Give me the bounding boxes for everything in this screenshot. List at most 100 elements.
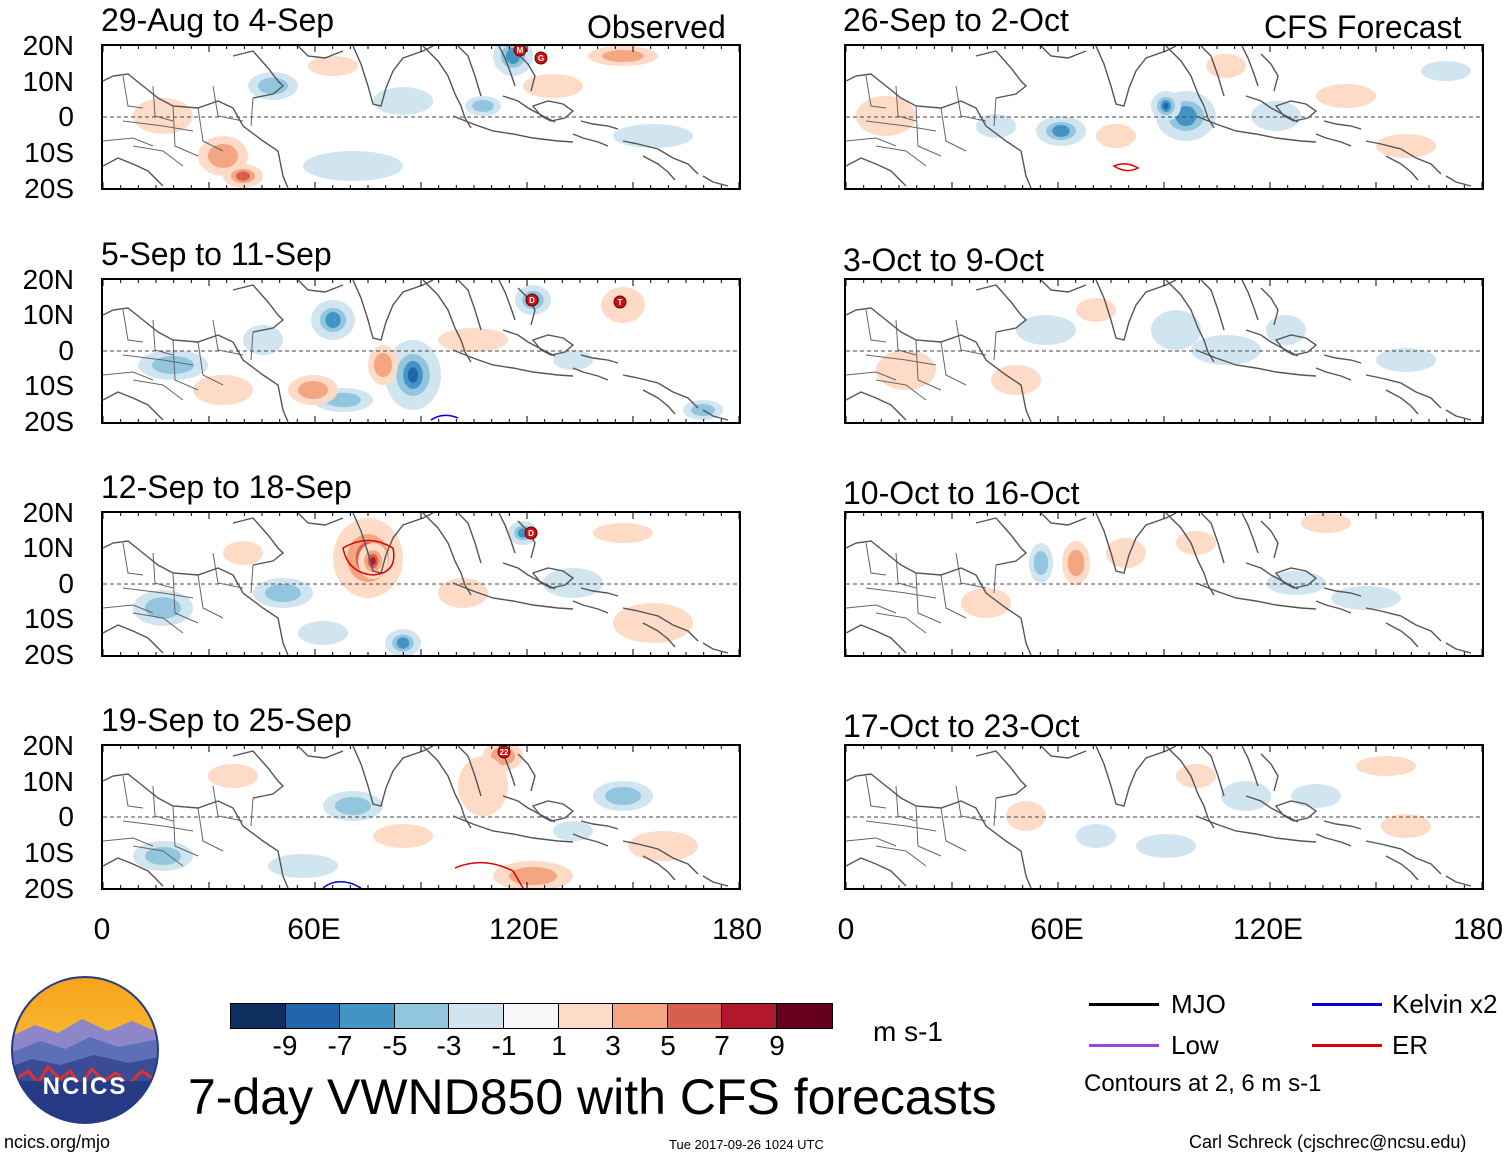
coastline [103,157,164,187]
coastline [1315,133,1352,147]
coastline [1040,746,1087,759]
country-border [122,354,194,366]
anomaly-shading [1163,102,1169,110]
anomaly-shading [438,328,508,352]
country-border [940,107,967,152]
anomaly-shading [976,114,1016,138]
coastline [846,624,907,654]
lat-label-20s: 20S [24,873,74,904]
coastline [846,773,1032,888]
anomaly-shading [1301,513,1351,533]
map-canvas: MG [103,46,739,188]
storm-marker: D [525,293,539,307]
anomaly-shading [593,523,653,543]
anomaly-shading [1376,348,1436,372]
anomaly-shading [373,824,433,848]
footer-timestamp: Tue 2017-09-26 1024 UTC [669,1137,824,1152]
coastline [297,746,344,759]
coastline [1445,875,1472,887]
lat-label-20s: 20S [24,639,74,670]
colorbar-tick: 5 [660,1030,676,1061]
coastline [580,820,619,830]
country-border [940,574,967,619]
coastline [1241,513,1259,554]
panel-title-fc-2: 10-Oct to 16-Oct [843,475,1080,511]
coastline [1260,753,1279,792]
legend-label-low: Low [1171,1030,1219,1060]
country-border [103,371,154,381]
storm-marker-circle [525,293,539,307]
storm-marker-label: D [528,529,534,538]
storm-marker-label: M [517,46,524,55]
lat-label-0: 0 [58,801,74,832]
anomaly-shading [407,367,419,383]
anomaly-shading [223,541,263,565]
lat-label-0: 0 [58,101,74,132]
wave-contour [430,414,459,421]
country-border [915,339,942,391]
country-border [865,587,937,599]
coastline [1260,287,1279,326]
coastline [422,746,472,829]
panel-title-fc-3: 17-Oct to 23-Oct [843,708,1080,744]
coastline [572,833,609,847]
country-border [875,845,927,867]
lat-label-20n: 20N [22,30,74,61]
logo-wordmark: NCICS [43,1073,128,1100]
coastline [457,746,482,797]
country-border [875,612,927,634]
lon-label-0: 0 [93,913,111,946]
coastline [1040,513,1087,526]
colorbar-tick: -3 [436,1030,462,1061]
panel-title-fc-1: 3-Oct to 9-Oct [843,242,1044,278]
coastline [580,120,619,130]
anomaly-shading [208,764,258,788]
anomaly-shading [553,821,593,841]
legend-note: Contours at 2, 6 m s-1 [1084,1070,1322,1097]
coastline [1315,367,1352,381]
anomaly-shading [265,584,301,602]
panel-title-fc-0: 26-Sep to 2-Oct [843,2,1069,38]
coastline [572,367,609,381]
coastline [1260,520,1279,559]
country-border [875,379,927,401]
country-border [915,105,942,157]
storm-marker-circle [534,51,548,65]
country-border [895,319,917,356]
coastline [232,50,285,99]
country-border [122,542,144,576]
country-border [895,85,917,122]
footer-url[interactable]: ncics.org/mjo [4,1132,111,1152]
coastline [457,46,482,97]
legend-line-kelvin [1312,1003,1382,1006]
anomaly-shading [613,124,693,148]
lon-label-60e: 60E [287,913,341,946]
lat-label-0: 0 [58,568,74,599]
anomaly-shading [268,854,338,878]
wave-contour [1112,163,1140,172]
coastline [352,513,434,574]
coastline [1365,607,1442,642]
lat-label-20n: 20N [22,264,74,295]
coastline [1195,115,1317,143]
country-border [940,807,967,852]
anomaly-shading [602,50,644,62]
lat-label-10s: 10S [24,603,74,634]
storm-marker-circle [513,46,527,57]
country-border [846,371,897,381]
country-border [197,574,224,619]
coastline [572,600,609,614]
lat-label-10n: 10N [22,299,74,330]
colorbar-tick: 3 [605,1030,621,1061]
coastline [642,855,676,881]
colorbar-swatch [230,1003,287,1029]
ncics-logo: NCICS [10,975,160,1125]
coastline [1195,582,1317,610]
coastline [1200,280,1225,331]
anomaly-shading [1033,551,1049,575]
colorbar-swatch [612,1003,669,1029]
colorbar-swatch [448,1003,505,1029]
country-border [212,319,244,356]
lat-label-0: 0 [58,335,74,366]
